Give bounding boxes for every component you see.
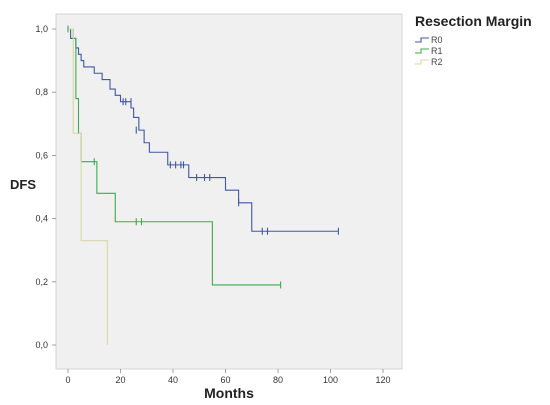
censor-marks [67,25,339,289]
legend-swatch-r0 [415,37,429,43]
y-tick-label: 0,4 [35,214,48,224]
legend-swatch-r1 [415,48,429,54]
y-tick-label: 1,0 [35,24,48,34]
x-tick-label: 40 [168,375,178,385]
x-tick-label: 0 [65,375,70,385]
x-tick-label: 120 [375,375,390,385]
legend-label-r2: R2 [431,57,443,67]
y-axis-title: DFS [10,177,36,192]
legend-swatch-r2 [415,59,429,65]
x-tick-labels: 0 20 40 60 80 100 120 [65,375,390,385]
x-tick-label: 80 [273,375,283,385]
legend-label-r1: R1 [431,46,443,56]
x-tick-label: 20 [115,375,125,385]
x-tick-label: 60 [220,375,230,385]
x-axis-title: Months [204,385,254,401]
x-tick-label: 100 [323,375,338,385]
y-tick-labels: 0,0 0,2 0,4 0,6 0,8 1,0 [35,24,48,350]
plot-area [55,13,403,370]
y-tick-label: 0,8 [35,87,48,97]
y-tick-label: 0,2 [35,277,48,287]
legend-label-r0: R0 [431,35,443,45]
y-tick-label: 0,6 [35,150,48,160]
axis-ticks [52,28,384,373]
legend-title: Resection Margin [415,13,532,29]
y-tick-label: 0,0 [35,340,48,350]
series-line-r2 [68,28,108,345]
